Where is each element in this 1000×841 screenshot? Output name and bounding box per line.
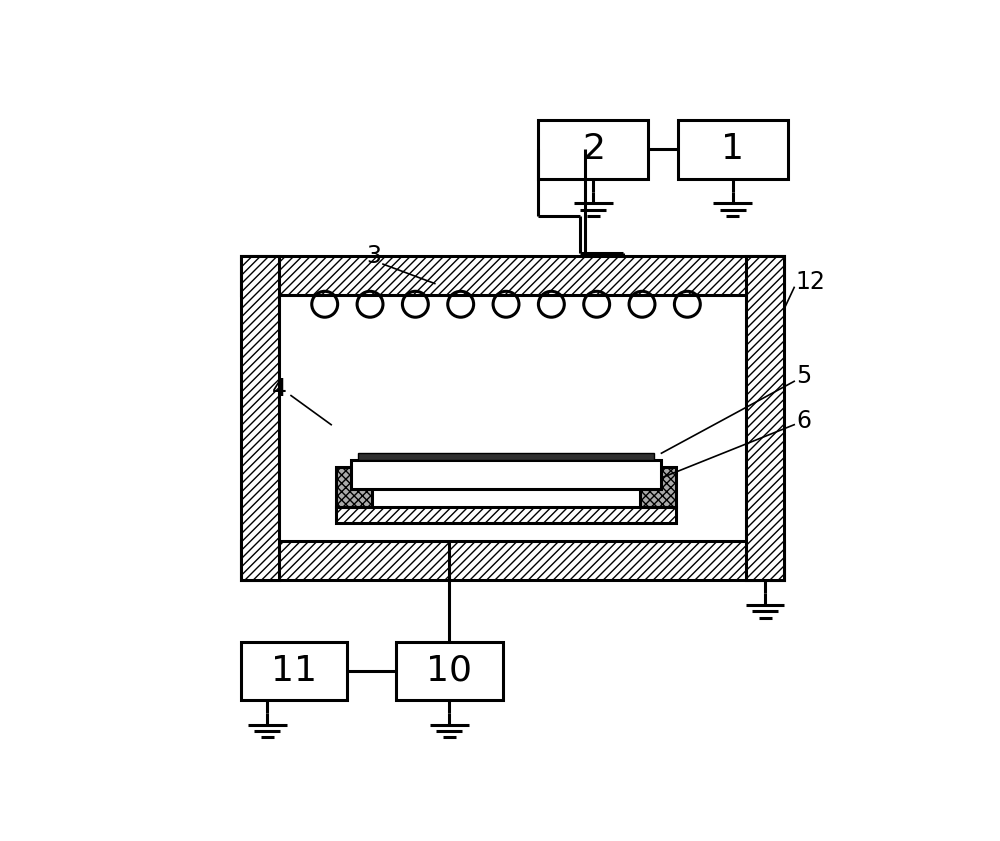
Bar (336, 467, 372, 507)
Text: 4: 4 (272, 377, 287, 401)
Text: 10: 10 (426, 653, 472, 688)
Bar (241, 257, 784, 295)
Bar (336, 507, 676, 523)
Bar (241, 642, 347, 700)
Bar (678, 120, 788, 178)
Bar (351, 460, 661, 489)
Bar (358, 453, 654, 460)
Bar (538, 120, 648, 178)
Text: 12: 12 (795, 270, 825, 294)
Bar (396, 642, 503, 700)
Bar (640, 467, 676, 507)
Text: 11: 11 (271, 653, 317, 688)
Text: 2: 2 (582, 133, 605, 167)
Bar (746, 257, 784, 580)
Text: 5: 5 (796, 364, 812, 389)
Text: 3: 3 (366, 245, 381, 268)
Bar (241, 542, 784, 580)
Text: 6: 6 (796, 410, 811, 433)
Bar (279, 295, 746, 542)
Text: 1: 1 (721, 133, 744, 167)
Bar (241, 257, 279, 580)
